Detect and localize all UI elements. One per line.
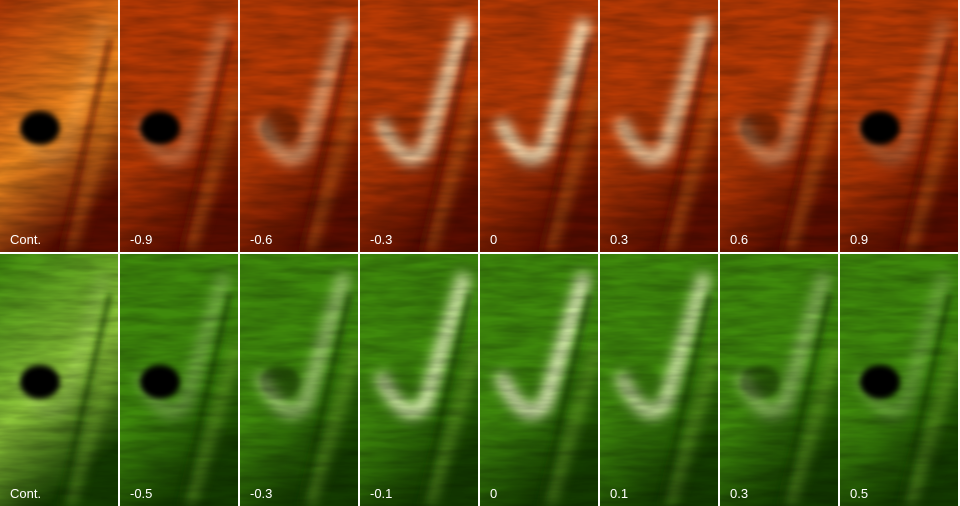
image-panel — [840, 0, 958, 252]
panel-label: -0.5 — [130, 486, 152, 501]
texture — [240, 0, 358, 252]
image-panel — [240, 0, 358, 252]
panel-label: 0.5 — [850, 486, 868, 501]
texture — [600, 0, 718, 252]
texture — [480, 0, 598, 252]
texture — [120, 0, 238, 252]
image-panel — [0, 0, 118, 252]
image-panel — [0, 254, 118, 506]
panel-label: 0.1 — [610, 486, 628, 501]
panel-label: 0 — [490, 232, 497, 247]
image-panel — [360, 254, 478, 506]
texture — [480, 254, 598, 506]
texture — [600, 254, 718, 506]
texture — [0, 254, 118, 506]
panel-label: 0.9 — [850, 232, 868, 247]
image-panel — [120, 254, 238, 506]
image-panel — [480, 254, 598, 506]
image-panel — [120, 0, 238, 252]
panel-label: -0.3 — [370, 232, 392, 247]
texture — [360, 254, 478, 506]
panel-label: 0 — [490, 486, 497, 501]
panel-label: -0.1 — [370, 486, 392, 501]
image-panel — [600, 254, 718, 506]
image-panel — [720, 254, 838, 506]
panel-label: -0.6 — [250, 232, 272, 247]
texture — [120, 254, 238, 506]
panel-label: Cont. — [10, 232, 41, 247]
panel-label: 0.6 — [730, 232, 748, 247]
texture — [720, 0, 838, 252]
image-panel — [840, 254, 958, 506]
texture — [840, 0, 958, 252]
panel-label: Cont. — [10, 486, 41, 501]
texture — [0, 0, 118, 252]
texture — [720, 254, 838, 506]
texture — [840, 254, 958, 506]
panel-label: 0.3 — [610, 232, 628, 247]
texture — [240, 254, 358, 506]
image-panel — [480, 0, 598, 252]
panel-label: -0.3 — [250, 486, 272, 501]
image-panel — [240, 254, 358, 506]
panel-label: 0.3 — [730, 486, 748, 501]
texture — [360, 0, 478, 252]
image-panel — [600, 0, 718, 252]
image-panel — [360, 0, 478, 252]
panel-label: -0.9 — [130, 232, 152, 247]
image-panel — [720, 0, 838, 252]
